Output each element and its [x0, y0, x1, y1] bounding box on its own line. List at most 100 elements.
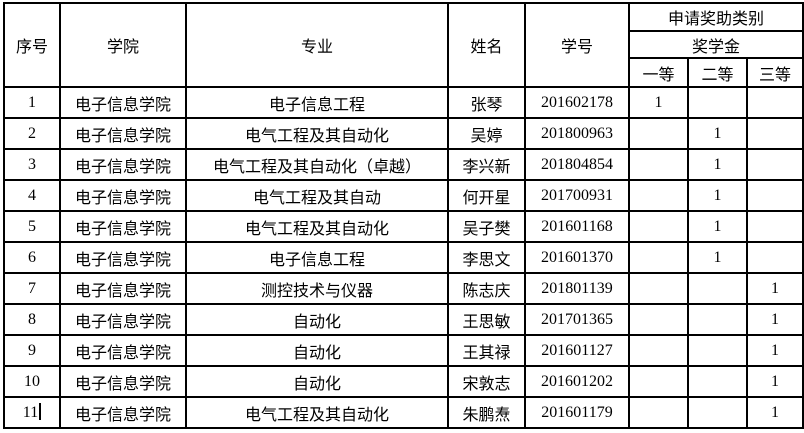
third-class-cell[interactable]: 1 — [745, 365, 804, 398]
header-major[interactable]: 专业 — [185, 2, 449, 88]
serial-cell[interactable]: 4 — [3, 179, 61, 212]
major-cell[interactable]: 电气工程及其自动化 — [185, 396, 449, 429]
second-class-cell[interactable] — [687, 334, 748, 367]
header-college[interactable]: 学院 — [59, 2, 187, 88]
college-cell[interactable]: 电子信息学院 — [59, 303, 187, 336]
header-second-class[interactable]: 二等 — [687, 57, 748, 88]
name-cell[interactable]: 李兴新 — [447, 148, 526, 181]
first-class-cell[interactable]: 1 — [628, 86, 689, 119]
name-cell[interactable]: 吴子樊 — [447, 210, 526, 243]
major-cell[interactable]: 电子信息工程 — [185, 241, 449, 274]
serial-cell[interactable]: 7 — [3, 272, 61, 305]
name-cell[interactable]: 吴婷 — [447, 117, 526, 150]
third-class-cell[interactable] — [745, 86, 804, 119]
second-class-cell[interactable] — [687, 396, 748, 429]
first-class-cell[interactable] — [628, 365, 689, 398]
student-id-cell[interactable]: 201801139 — [524, 272, 630, 305]
first-class-cell[interactable] — [628, 272, 689, 305]
student-id-cell[interactable]: 201601370 — [524, 241, 630, 274]
student-id-cell[interactable]: 201700931 — [524, 179, 630, 212]
name-cell[interactable]: 张琴 — [447, 86, 526, 119]
first-class-cell[interactable] — [628, 334, 689, 367]
first-class-cell[interactable] — [628, 241, 689, 274]
serial-cell[interactable]: 3 — [3, 148, 61, 181]
name-cell[interactable]: 陈志庆 — [447, 272, 526, 305]
name-cell[interactable]: 何开星 — [447, 179, 526, 212]
college-cell[interactable]: 电子信息学院 — [59, 334, 187, 367]
major-cell[interactable]: 测控技术与仪器 — [185, 272, 449, 305]
third-class-cell[interactable] — [745, 179, 804, 212]
third-class-cell[interactable] — [745, 210, 804, 243]
table-row: 5 电子信息学院 电气工程及其自动化 吴子樊 201601168 1 — [3, 210, 804, 243]
third-class-cell[interactable] — [745, 241, 804, 274]
student-id-cell[interactable]: 201601127 — [524, 334, 630, 367]
first-class-cell[interactable] — [628, 396, 689, 429]
major-cell[interactable]: 电气工程及其自动化 — [185, 210, 449, 243]
header-award-group[interactable]: 申请奖助类别 — [627, 2, 804, 32]
first-class-cell[interactable] — [628, 210, 689, 243]
second-class-cell[interactable] — [687, 365, 748, 398]
college-cell[interactable]: 电子信息学院 — [59, 86, 187, 119]
serial-cell[interactable]: 2 — [3, 117, 61, 150]
name-cell[interactable]: 朱鹏焘 — [447, 396, 526, 429]
second-class-cell[interactable]: 1 — [687, 148, 748, 181]
serial-cell[interactable]: 8 — [3, 303, 61, 336]
serial-cell[interactable]: 6 — [3, 241, 61, 274]
first-class-cell[interactable] — [628, 303, 689, 336]
second-class-cell[interactable] — [687, 86, 748, 119]
college-cell[interactable]: 电子信息学院 — [59, 365, 187, 398]
student-id-cell[interactable]: 201701365 — [524, 303, 630, 336]
serial-cell[interactable]: 9 — [3, 334, 61, 367]
header-serial[interactable]: 序号 — [3, 2, 61, 88]
name-cell[interactable]: 宋敦志 — [447, 365, 526, 398]
major-cell[interactable]: 自动化 — [185, 334, 449, 367]
third-class-cell[interactable]: 1 — [745, 396, 804, 429]
serial-cell[interactable]: 11 — [3, 396, 61, 429]
second-class-cell[interactable]: 1 — [687, 117, 748, 150]
major-cell[interactable]: 自动化 — [185, 365, 449, 398]
third-class-cell[interactable]: 1 — [745, 272, 804, 305]
student-id-cell[interactable]: 201601168 — [524, 210, 630, 243]
header-first-class[interactable]: 一等 — [628, 57, 689, 88]
name-cell[interactable]: 王思敏 — [447, 303, 526, 336]
college-cell[interactable]: 电子信息学院 — [59, 148, 187, 181]
college-cell[interactable]: 电子信息学院 — [59, 210, 187, 243]
third-class-cell[interactable] — [745, 117, 804, 150]
header-third-class[interactable]: 三等 — [745, 57, 804, 88]
college-cell[interactable]: 电子信息学院 — [59, 241, 187, 274]
major-cell[interactable]: 自动化 — [185, 303, 449, 336]
table-row: 4 电子信息学院 电气工程及其自动 何开星 201700931 1 — [3, 179, 804, 212]
second-class-cell[interactable] — [687, 272, 748, 305]
serial-cell[interactable]: 5 — [3, 210, 61, 243]
major-cell[interactable]: 电气工程及其自动化 — [185, 117, 449, 150]
header-name[interactable]: 姓名 — [447, 2, 526, 88]
serial-cell[interactable]: 10 — [3, 365, 61, 398]
name-cell[interactable]: 李思文 — [447, 241, 526, 274]
first-class-cell[interactable] — [628, 117, 689, 150]
first-class-cell[interactable] — [628, 179, 689, 212]
second-class-cell[interactable] — [687, 303, 748, 336]
third-class-cell[interactable] — [745, 148, 804, 181]
student-id-cell[interactable]: 201602178 — [524, 86, 630, 119]
major-cell[interactable]: 电气工程及其自动化（卓越） — [185, 148, 449, 181]
header-student-id[interactable]: 学号 — [524, 2, 630, 88]
student-id-cell[interactable]: 201601179 — [524, 396, 630, 429]
major-cell[interactable]: 电气工程及其自动 — [185, 179, 449, 212]
college-cell[interactable]: 电子信息学院 — [59, 117, 187, 150]
second-class-cell[interactable]: 1 — [687, 210, 748, 243]
second-class-cell[interactable]: 1 — [687, 241, 748, 274]
second-class-cell[interactable]: 1 — [687, 179, 748, 212]
college-cell[interactable]: 电子信息学院 — [59, 396, 187, 429]
student-id-cell[interactable]: 201804854 — [524, 148, 630, 181]
college-cell[interactable]: 电子信息学院 — [59, 179, 187, 212]
third-class-cell[interactable]: 1 — [745, 303, 804, 336]
college-cell[interactable]: 电子信息学院 — [59, 272, 187, 305]
third-class-cell[interactable]: 1 — [745, 334, 804, 367]
major-cell[interactable]: 电子信息工程 — [185, 86, 449, 119]
student-id-cell[interactable]: 201601202 — [524, 365, 630, 398]
serial-cell[interactable]: 1 — [3, 86, 61, 119]
first-class-cell[interactable] — [628, 148, 689, 181]
header-scholarship-group[interactable]: 奖学金 — [627, 30, 804, 59]
student-id-cell[interactable]: 201800963 — [524, 117, 630, 150]
name-cell[interactable]: 王其禄 — [447, 334, 526, 367]
